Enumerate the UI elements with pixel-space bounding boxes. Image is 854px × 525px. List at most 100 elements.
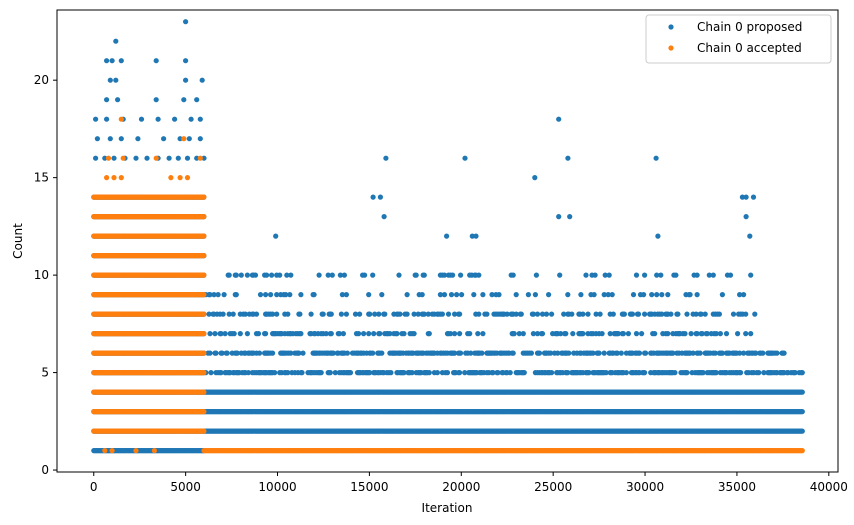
data-point [199,77,205,83]
data-point [153,58,159,64]
data-point [458,350,464,356]
data-point [518,311,524,317]
data-point [448,292,455,298]
data-point [115,97,121,103]
data-point [507,370,513,376]
data-point [730,311,737,317]
data-point [238,272,244,278]
data-point [629,311,636,317]
data-point [221,292,227,298]
data-point [230,311,236,317]
data-point [231,331,237,337]
data-point [272,370,278,376]
data-point [741,292,747,298]
data-point [379,292,385,298]
data-point [655,233,661,239]
data-point [404,311,410,317]
data-point [104,97,110,103]
data-point [511,331,517,337]
data-point [467,331,473,337]
data-point [382,311,388,317]
data-point [413,272,419,278]
data-point [525,292,532,298]
data-point [654,292,660,298]
data-point [320,311,326,317]
data-point [665,292,671,298]
data-point [748,331,754,337]
data-point [570,331,576,337]
data-point [557,272,563,278]
data-point [263,292,269,298]
data-point [620,331,627,337]
data-point [532,292,539,298]
data-point [244,272,250,278]
data-point [383,155,389,161]
data-point [480,331,486,337]
data-point [457,370,463,376]
data-point [475,331,481,337]
data-point [635,311,642,317]
data-point [743,331,749,337]
data-point [528,350,535,356]
data-point [104,116,110,122]
data-point [630,292,637,298]
data-point [702,311,708,317]
data-point [226,272,232,278]
data-point [743,311,749,317]
data-point [510,272,516,278]
data-point [479,350,485,356]
data-point [377,194,383,200]
data-point [625,331,632,337]
data-point [459,292,465,298]
data-point [370,194,376,200]
data-point [220,311,226,317]
data-point [750,194,757,200]
data-point [277,272,283,278]
data-point [207,331,213,337]
data-point [546,292,552,298]
data-point [743,194,749,200]
data-point [308,311,314,317]
data-point [397,311,403,317]
data-point [328,331,334,337]
data-point [153,97,159,103]
data-point [462,155,468,161]
data-point [747,233,753,239]
data-point [237,331,243,337]
data-point [583,272,589,278]
data-point [592,272,598,278]
data-point [452,331,458,337]
data-point [521,370,527,376]
data-point [565,292,571,298]
data-point [362,272,368,278]
data-point [556,214,562,220]
data-point [444,370,451,376]
data-point [208,370,214,376]
data-point [213,350,219,356]
data-point [539,331,546,337]
data-point [641,292,647,298]
data-point [473,233,479,239]
data-point [183,58,189,64]
data-point [563,331,569,337]
data-point [471,292,477,298]
data-point [675,311,681,317]
data-point [194,97,200,103]
data-point [781,350,787,356]
data-point [606,272,612,278]
data-point [623,370,630,376]
data-point [426,331,432,337]
data-point [340,331,346,337]
data-point [396,272,402,278]
data-point [457,311,463,317]
data-point [534,311,541,317]
data-point [222,331,228,337]
data-point [717,331,724,337]
data-point [113,38,119,44]
data-point [621,311,628,317]
data-point [639,331,645,337]
data-point [580,331,586,337]
data-point [687,292,693,298]
data-point [434,370,440,376]
data-point [454,292,460,298]
